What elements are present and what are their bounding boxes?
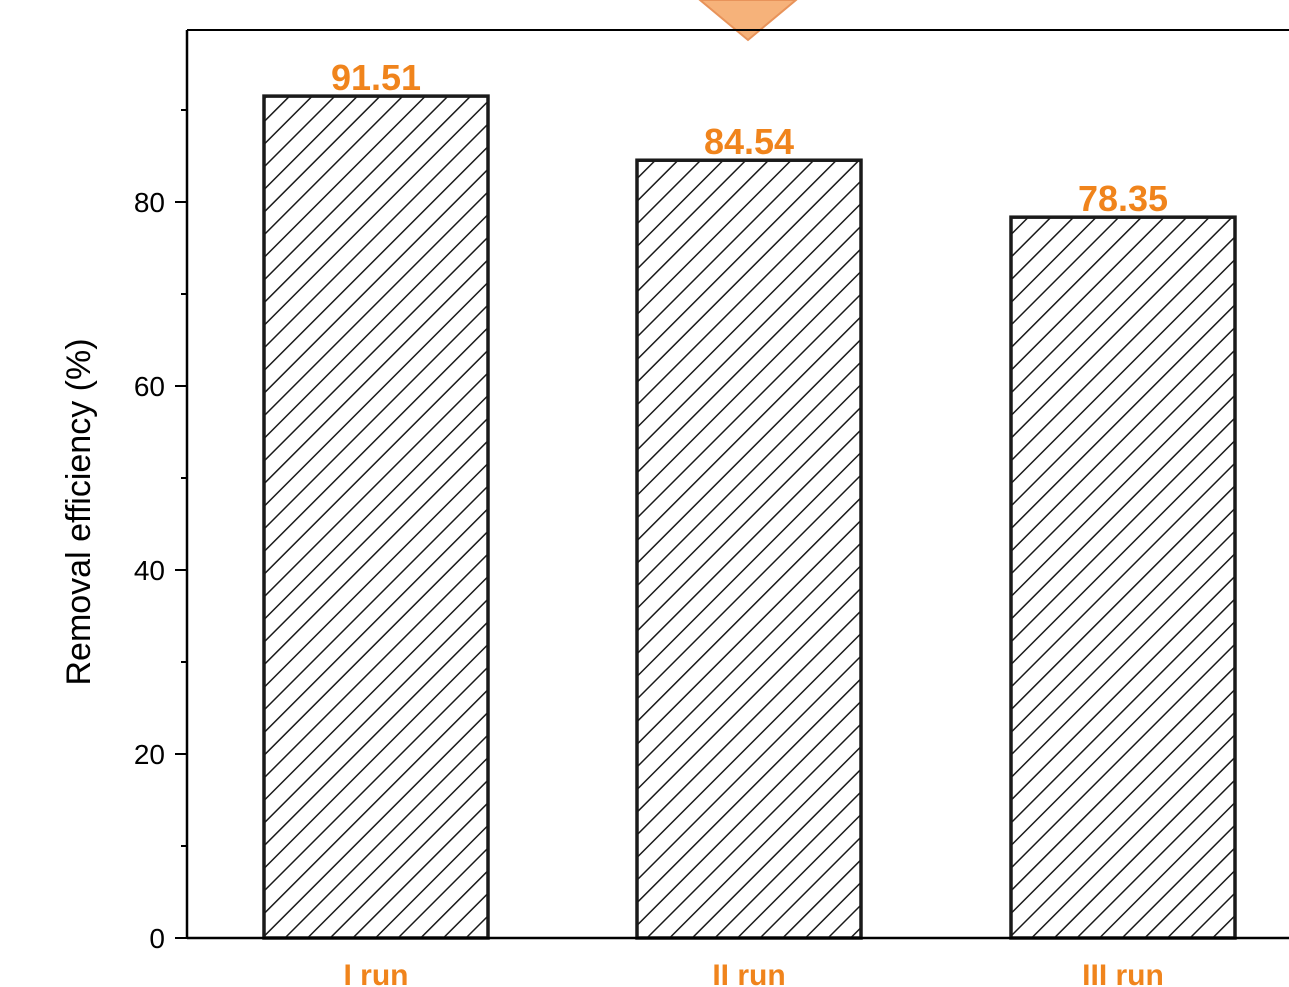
bar-value-label: 84.54	[704, 121, 794, 162]
bar-value-label: 78.35	[1078, 178, 1168, 219]
bar-2	[635, 158, 863, 940]
x-category-label: I run	[344, 959, 409, 987]
x-category-label: III run	[1082, 959, 1164, 987]
bar-1	[262, 94, 490, 940]
bar-value-label: 91.51	[331, 57, 421, 98]
y-tick-label: 80	[134, 187, 165, 218]
y-axis-title: Removal efficiency (%)	[60, 338, 98, 685]
bar-3	[1009, 215, 1237, 940]
y-tick-label: 40	[134, 555, 165, 586]
y-tick-label: 20	[134, 739, 165, 770]
x-category-label: II run	[712, 959, 785, 987]
y-tick-label: 60	[134, 371, 165, 402]
y-tick-label: 0	[149, 923, 165, 954]
down-arrow-marker-icon	[698, 0, 798, 42]
